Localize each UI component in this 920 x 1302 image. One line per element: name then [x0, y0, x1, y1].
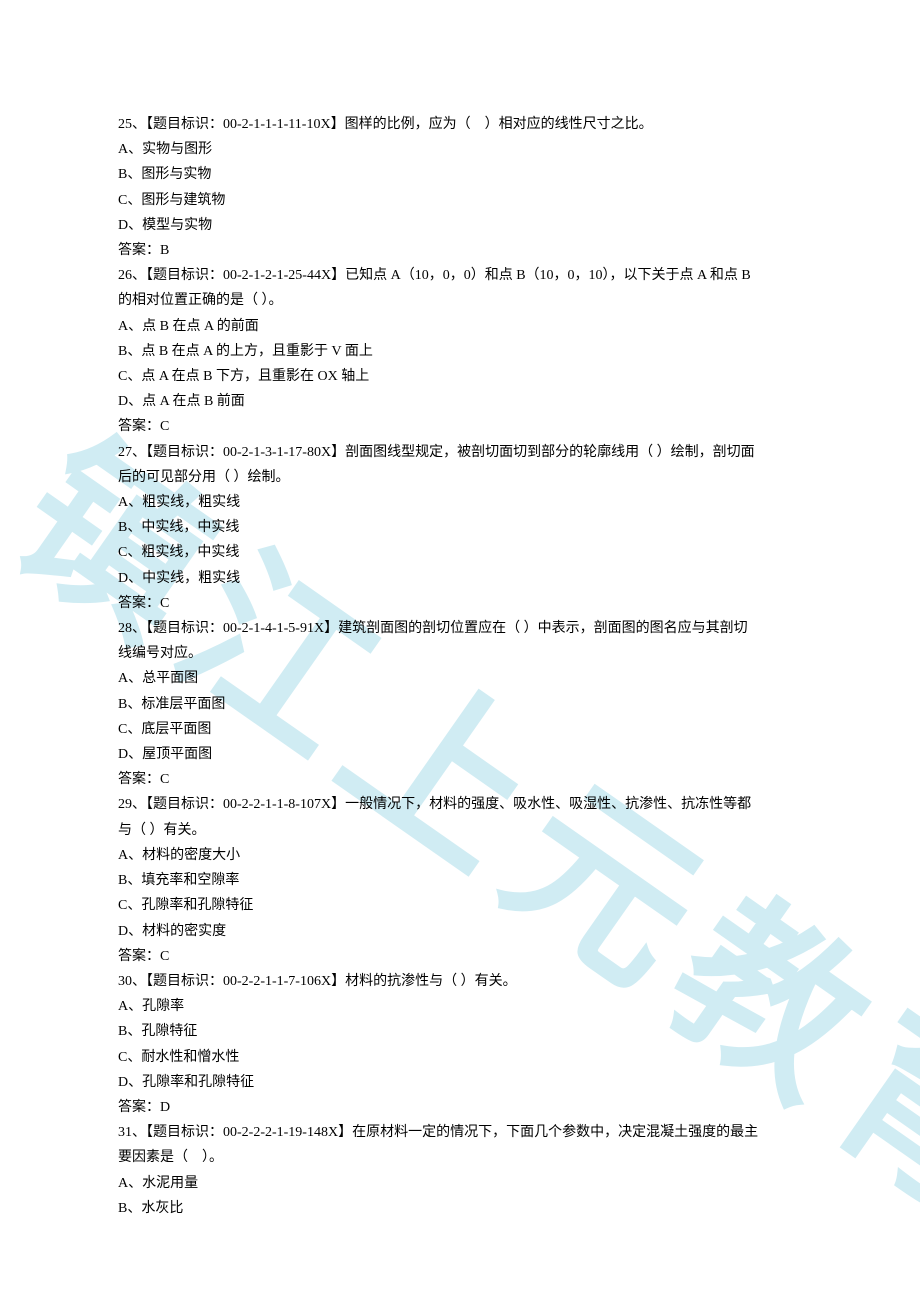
q31-opt-a: A、水泥用量	[118, 1171, 802, 1196]
question-31-stem-line1: 31、【题目标识：00-2-2-2-1-19-148X】在原材料一定的情况下，下…	[118, 1120, 802, 1145]
q29-opt-d: D、材料的密实度	[118, 919, 802, 944]
q25-opt-c: C、图形与建筑物	[118, 188, 802, 213]
q26-opt-d: D、点 A 在点 B 前面	[118, 389, 802, 414]
q28-stem1: 建筑剖面图的剖切位置应在（ ）中表示，剖面图的图名应与其剖切	[338, 621, 748, 636]
q25-num: 25	[118, 117, 132, 132]
question-27-stem-line2: 后的可见部分用（ ）绘制。	[118, 465, 802, 490]
question-29-stem-line2: 与（ ）有关。	[118, 818, 802, 843]
q27-tag: 【题目标识：00-2-1-3-1-17-80X】	[146, 445, 345, 460]
question-30-stem: 30、【题目标识：00-2-2-1-1-7-106X】材料的抗渗性与（ ）有关。	[118, 969, 802, 994]
q28-num: 28	[118, 621, 132, 636]
q25-opt-d: D、模型与实物	[118, 213, 802, 238]
question-31-stem-line2: 要因素是（ ）。	[118, 1145, 802, 1170]
q30-num: 30	[118, 974, 132, 989]
question-26-stem-line1: 26、【题目标识：00-2-1-2-1-25-44X】已知点 A（10，0，0）…	[118, 263, 802, 288]
q29-tag: 【题目标识：00-2-2-1-1-8-107X】	[146, 797, 345, 812]
q30-answer: 答案：D	[118, 1095, 802, 1120]
q26-stem1: 已知点 A（10，0，0）和点 B（10，0，10），以下关于点 A 和点 B	[345, 268, 751, 283]
q29-opt-c: C、孔隙率和孔隙特征	[118, 893, 802, 918]
q27-opt-d: D、中实线，粗实线	[118, 566, 802, 591]
q30-opt-c: C、耐水性和憎水性	[118, 1045, 802, 1070]
q29-opt-b: B、填充率和空隙率	[118, 868, 802, 893]
question-26: 26、【题目标识：00-2-1-2-1-25-44X】已知点 A（10，0，0）…	[118, 263, 802, 439]
q28-opt-c: C、底层平面图	[118, 717, 802, 742]
q28-opt-b: B、标准层平面图	[118, 692, 802, 717]
question-27-stem-line1: 27、【题目标识：00-2-1-3-1-17-80X】剖面图线型规定，被剖切面切…	[118, 440, 802, 465]
q31-stem1: 在原材料一定的情况下，下面几个参数中，决定混凝土强度的最主	[352, 1125, 758, 1140]
document-content: 25、【题目标识：00-2-1-1-1-11-10X】图样的比例，应为（ ）相对…	[0, 0, 920, 1221]
q26-opt-b: B、点 B 在点 A 的上方，且重影于 V 面上	[118, 339, 802, 364]
question-26-stem-line2: 的相对位置正确的是（ ）。	[118, 288, 802, 313]
q28-answer: 答案：C	[118, 767, 802, 792]
q31-tag: 【题目标识：00-2-2-2-1-19-148X】	[146, 1125, 352, 1140]
q27-opt-b: B、中实线，中实线	[118, 515, 802, 540]
question-31: 31、【题目标识：00-2-2-2-1-19-148X】在原材料一定的情况下，下…	[118, 1120, 802, 1221]
q26-answer: 答案：C	[118, 414, 802, 439]
q28-opt-a: A、总平面图	[118, 666, 802, 691]
q26-num: 26	[118, 268, 132, 283]
question-28-stem-line2: 线编号对应。	[118, 641, 802, 666]
question-29-stem-line1: 29、【题目标识：00-2-2-1-1-8-107X】一般情况下，材料的强度、吸…	[118, 792, 802, 817]
q30-opt-a: A、孔隙率	[118, 994, 802, 1019]
q30-stem-text: 材料的抗渗性与（ ）有关。	[345, 974, 517, 989]
q28-opt-d: D、屋顶平面图	[118, 742, 802, 767]
question-28-stem-line1: 28、【题目标识：00-2-1-4-1-5-91X】建筑剖面图的剖切位置应在（ …	[118, 616, 802, 641]
q29-opt-a: A、材料的密度大小	[118, 843, 802, 868]
question-25: 25、【题目标识：00-2-1-1-1-11-10X】图样的比例，应为（ ）相对…	[118, 112, 802, 263]
q25-stem-text: 图样的比例，应为（ ）相对应的线性尺寸之比。	[345, 117, 653, 132]
q27-answer: 答案：C	[118, 591, 802, 616]
question-27: 27、【题目标识：00-2-1-3-1-17-80X】剖面图线型规定，被剖切面切…	[118, 440, 802, 616]
question-30: 30、【题目标识：00-2-2-1-1-7-106X】材料的抗渗性与（ ）有关。…	[118, 969, 802, 1120]
q26-opt-c: C、点 A 在点 B 下方，且重影在 OX 轴上	[118, 364, 802, 389]
q27-opt-a: A、粗实线，粗实线	[118, 490, 802, 515]
q30-opt-d: D、孔隙率和孔隙特征	[118, 1070, 802, 1095]
q29-stem1: 一般情况下，材料的强度、吸水性、吸湿性、抗渗性、抗冻性等都	[345, 797, 751, 812]
q25-opt-b: B、图形与实物	[118, 162, 802, 187]
q31-opt-b: B、水灰比	[118, 1196, 802, 1221]
q26-tag: 【题目标识：00-2-1-2-1-25-44X】	[146, 268, 345, 283]
q30-tag: 【题目标识：00-2-2-1-1-7-106X】	[146, 974, 345, 989]
q29-answer: 答案：C	[118, 944, 802, 969]
q25-opt-a: A、实物与图形	[118, 137, 802, 162]
q29-num: 29	[118, 797, 132, 812]
q27-opt-c: C、粗实线，中实线	[118, 540, 802, 565]
q28-tag: 【题目标识：00-2-1-4-1-5-91X】	[146, 621, 338, 636]
q31-num: 31	[118, 1125, 132, 1140]
q30-opt-b: B、孔隙特征	[118, 1019, 802, 1044]
q27-num: 27	[118, 445, 132, 460]
q27-stem1: 剖面图线型规定，被剖切面切到部分的轮廓线用（ ）绘制，剖切面	[345, 445, 755, 460]
question-28: 28、【题目标识：00-2-1-4-1-5-91X】建筑剖面图的剖切位置应在（ …	[118, 616, 802, 792]
question-29: 29、【题目标识：00-2-2-1-1-8-107X】一般情况下，材料的强度、吸…	[118, 792, 802, 968]
q25-tag: 【题目标识：00-2-1-1-1-11-10X】	[146, 117, 345, 132]
q26-opt-a: A、点 B 在点 A 的前面	[118, 314, 802, 339]
q25-answer: 答案：B	[118, 238, 802, 263]
question-25-stem: 25、【题目标识：00-2-1-1-1-11-10X】图样的比例，应为（ ）相对…	[118, 112, 802, 137]
